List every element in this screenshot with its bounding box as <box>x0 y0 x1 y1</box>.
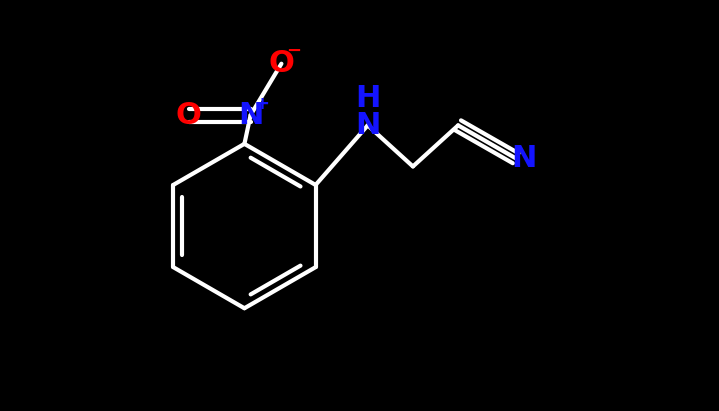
Text: +: + <box>255 95 270 113</box>
Text: −: − <box>286 42 301 60</box>
Text: N: N <box>511 144 536 173</box>
Text: O: O <box>268 49 294 78</box>
Text: N: N <box>238 101 263 129</box>
Text: O: O <box>176 101 202 129</box>
Text: N: N <box>355 111 380 140</box>
Text: H: H <box>355 84 380 113</box>
